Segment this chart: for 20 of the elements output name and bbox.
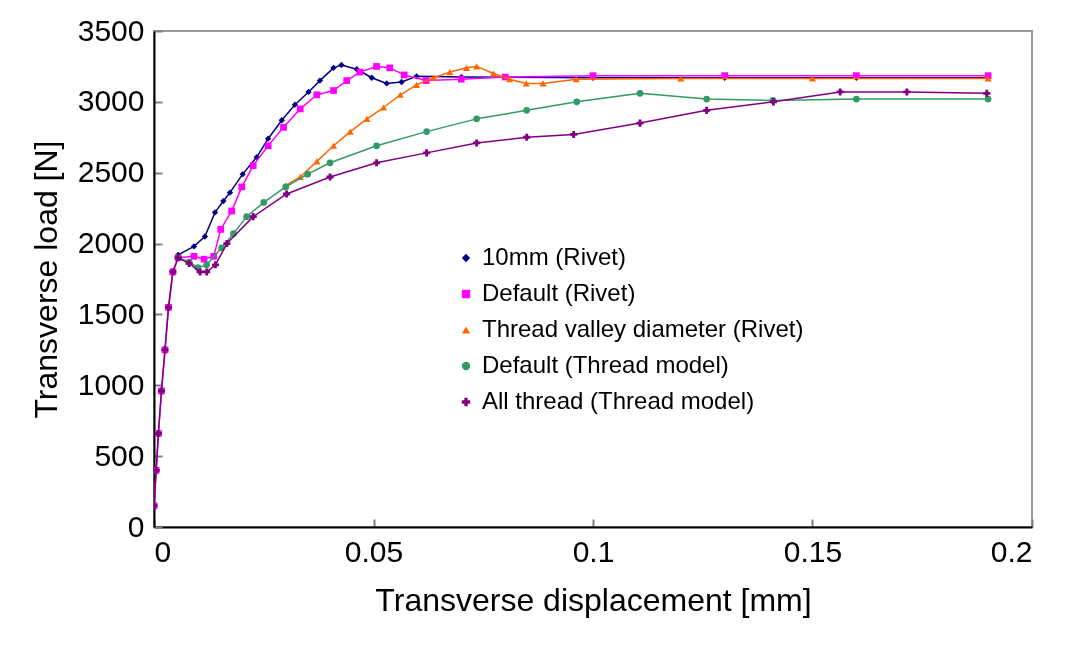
y-tick-label: 1000 — [77, 367, 145, 401]
y-tick-label: 3500 — [77, 13, 145, 47]
x-tick-label: 0.05 — [344, 534, 404, 568]
legend-label: Default (Thread model) — [482, 351, 729, 378]
x-axis-title: Transverse displacement [mm] — [375, 581, 812, 618]
legend-label: Thread valley diameter (Rivet) — [482, 315, 804, 342]
y-tick-label: 0 — [127, 509, 145, 543]
y-tick-label: 2000 — [77, 226, 145, 260]
y-tick-label: 2500 — [77, 155, 145, 189]
y-axis-title: Transverse load [N] — [27, 140, 64, 419]
x-tick-label: 0.1 — [572, 534, 615, 568]
y-tick-label: 1500 — [77, 296, 145, 330]
x-tick-label: 0 — [154, 534, 172, 568]
legend-label: 10mm (Rivet) — [482, 243, 627, 270]
x-tick-label: 0.15 — [783, 534, 843, 568]
y-tick-label: 500 — [94, 438, 145, 472]
y-tick-label: 3000 — [77, 84, 145, 118]
legend-label: All thread (Thread model) — [482, 387, 755, 414]
legend-label: Default (Rivet) — [482, 279, 636, 306]
x-tick-label: 0.2 — [990, 534, 1033, 568]
